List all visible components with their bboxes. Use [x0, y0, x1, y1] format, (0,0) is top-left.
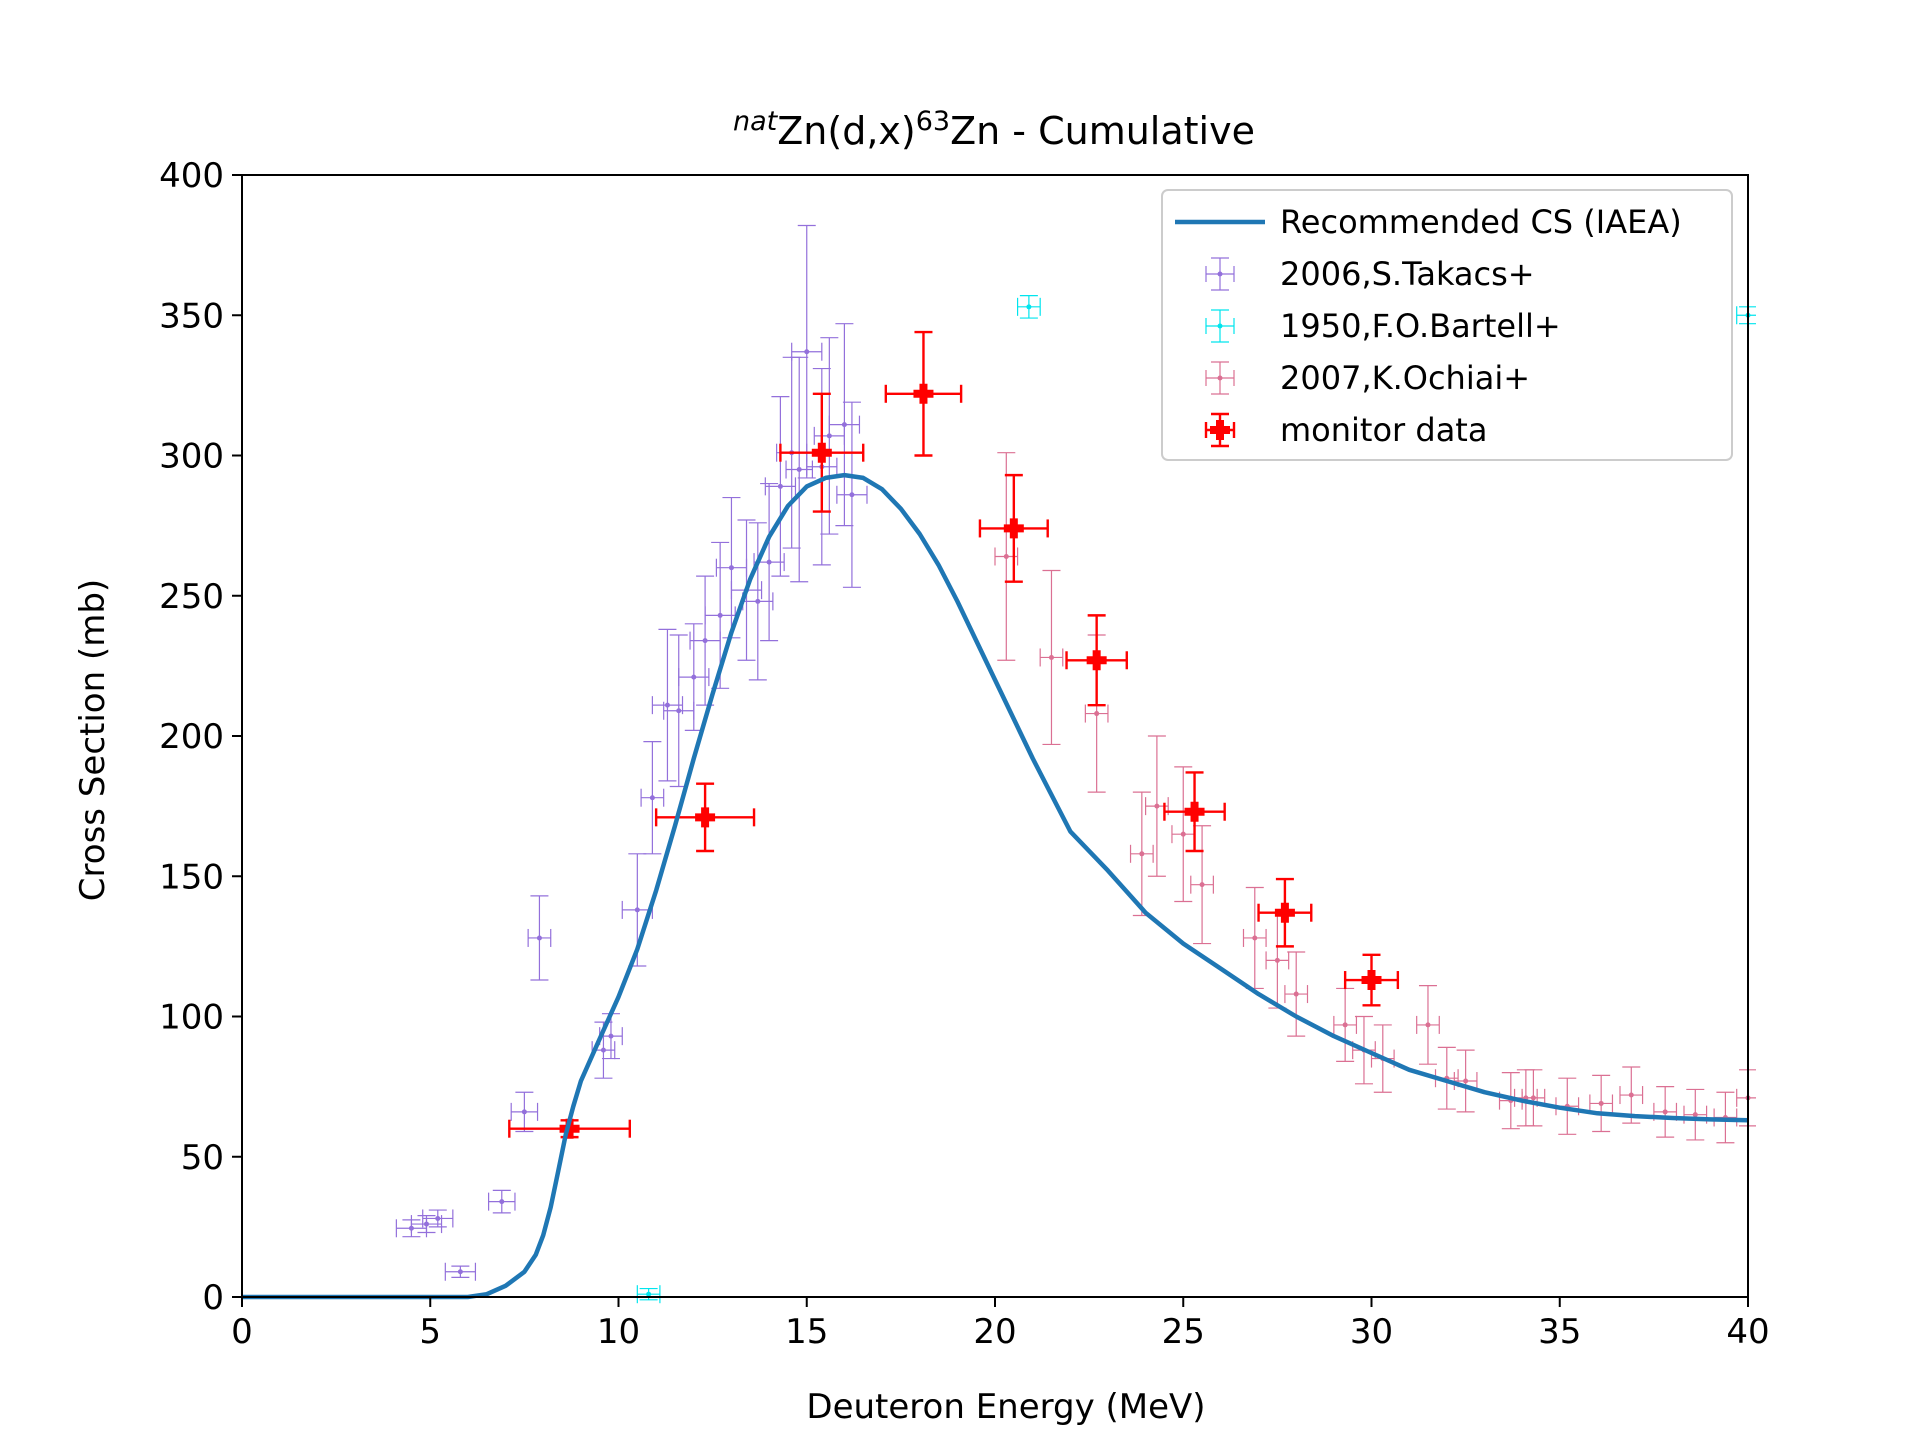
- data-point: [1274, 957, 1280, 963]
- legend-label: 1950,F.O.Bartell+: [1280, 307, 1561, 345]
- x-tick-label: 0: [231, 1312, 253, 1352]
- data-point: [521, 1109, 527, 1115]
- data-point: [1463, 1078, 1469, 1084]
- legend-marker: [1217, 323, 1223, 329]
- x-tick-label: 40: [1726, 1312, 1769, 1352]
- data-point: [691, 674, 697, 680]
- data-point: [1252, 935, 1258, 941]
- plot-data-layer: [242, 224, 1756, 1304]
- series-3: [994, 452, 1756, 1144]
- data-point: [717, 612, 723, 618]
- data-point: [600, 1047, 606, 1053]
- data-point: [728, 565, 734, 571]
- x-tick-label: 35: [1538, 1312, 1581, 1352]
- legend-marker: [1210, 420, 1230, 440]
- monitor-data-point: [1003, 518, 1024, 539]
- x-axis-label: Deuteron Energy (MeV): [806, 1387, 1205, 1427]
- data-point: [664, 702, 670, 708]
- data-point: [1293, 991, 1299, 997]
- data-point: [1154, 803, 1160, 809]
- data-point: [1094, 711, 1100, 717]
- data-point: [676, 708, 682, 714]
- monitor-data-point: [811, 442, 832, 463]
- data-point: [1530, 1095, 1536, 1101]
- series-0: [242, 472, 1749, 1300]
- x-axis: 0 5 10 15 20 25 30 35 40: [231, 1297, 1770, 1352]
- data-point: [1342, 1022, 1348, 1028]
- y-tick-label: 250: [159, 577, 224, 617]
- data-point: [1180, 831, 1186, 837]
- x-tick-label: 10: [597, 1312, 640, 1352]
- legend-label: monitor data: [1280, 411, 1487, 449]
- data-point: [841, 422, 847, 428]
- title-prefix: nat: [733, 106, 779, 137]
- data-point: [536, 935, 542, 941]
- title-main: Zn(d,x): [777, 109, 915, 153]
- data-point: [1139, 851, 1145, 857]
- data-point: [777, 483, 783, 489]
- recommended-cs-line: [242, 472, 1749, 1300]
- y-axis-label: Cross Section (mb): [73, 579, 113, 901]
- legend-label: 2007,K.Ochiai+: [1280, 359, 1530, 397]
- y-tick-label: 100: [159, 998, 224, 1038]
- title-mass: 63: [916, 106, 950, 137]
- x-tick-label: 5: [419, 1312, 441, 1352]
- legend-box: [1161, 189, 1733, 461]
- legend-marker: [1217, 271, 1223, 277]
- legend-label: Recommended CS (IAEA): [1280, 203, 1682, 241]
- x-tick-label: 30: [1350, 1312, 1393, 1352]
- y-tick-label: 150: [159, 857, 224, 897]
- data-point: [649, 795, 655, 801]
- data-point: [435, 1215, 441, 1221]
- legend-label: 2006,S.Takacs+: [1280, 255, 1535, 293]
- x-tick-label: 15: [785, 1312, 828, 1352]
- y-axis: 0 50 100 150 200 250 300 350 400: [159, 156, 242, 1318]
- data-point: [1199, 882, 1205, 888]
- monitor-data-point: [1086, 650, 1107, 671]
- monitor-data-point: [1184, 801, 1205, 822]
- y-tick-label: 0: [202, 1278, 224, 1318]
- y-tick-label: 200: [159, 717, 224, 757]
- title-rest: Zn - Cumulative: [950, 109, 1255, 153]
- monitor-data-point: [1274, 902, 1295, 923]
- legend-marker: [1217, 375, 1223, 381]
- data-point: [755, 598, 761, 604]
- data-point: [826, 433, 832, 439]
- data-point: [1425, 1022, 1431, 1028]
- data-point: [423, 1221, 429, 1227]
- y-tick-label: 50: [181, 1138, 224, 1178]
- data-point: [1048, 654, 1054, 660]
- data-point: [1026, 304, 1032, 310]
- data-point: [804, 349, 810, 355]
- y-tick-label: 350: [159, 296, 224, 336]
- x-tick-label: 25: [1162, 1312, 1205, 1352]
- monitor-data-point: [1361, 970, 1382, 991]
- data-point: [634, 907, 640, 913]
- y-tick-label: 400: [159, 156, 224, 196]
- data-point: [1692, 1112, 1698, 1118]
- data-point: [499, 1199, 505, 1205]
- data-point: [1003, 553, 1009, 559]
- data-point: [646, 1291, 652, 1297]
- data-point: [1662, 1109, 1668, 1115]
- y-tick-label: 300: [159, 437, 224, 477]
- data-point: [766, 559, 772, 565]
- data-point: [457, 1269, 463, 1275]
- data-point: [1598, 1100, 1604, 1106]
- data-point: [608, 1033, 614, 1039]
- data-point: [796, 467, 802, 473]
- monitor-data-point: [695, 807, 716, 828]
- data-point: [849, 492, 855, 498]
- monitor-data-point: [913, 383, 934, 404]
- data-point: [1628, 1092, 1634, 1098]
- legend: Recommended CS (IAEA) 2006,S.Takacs+ 1950,…: [1161, 189, 1733, 461]
- data-point: [702, 638, 708, 644]
- chart-title: natZn(d,x)63Zn - Cumulative: [733, 106, 1255, 153]
- x-tick-label: 20: [973, 1312, 1016, 1352]
